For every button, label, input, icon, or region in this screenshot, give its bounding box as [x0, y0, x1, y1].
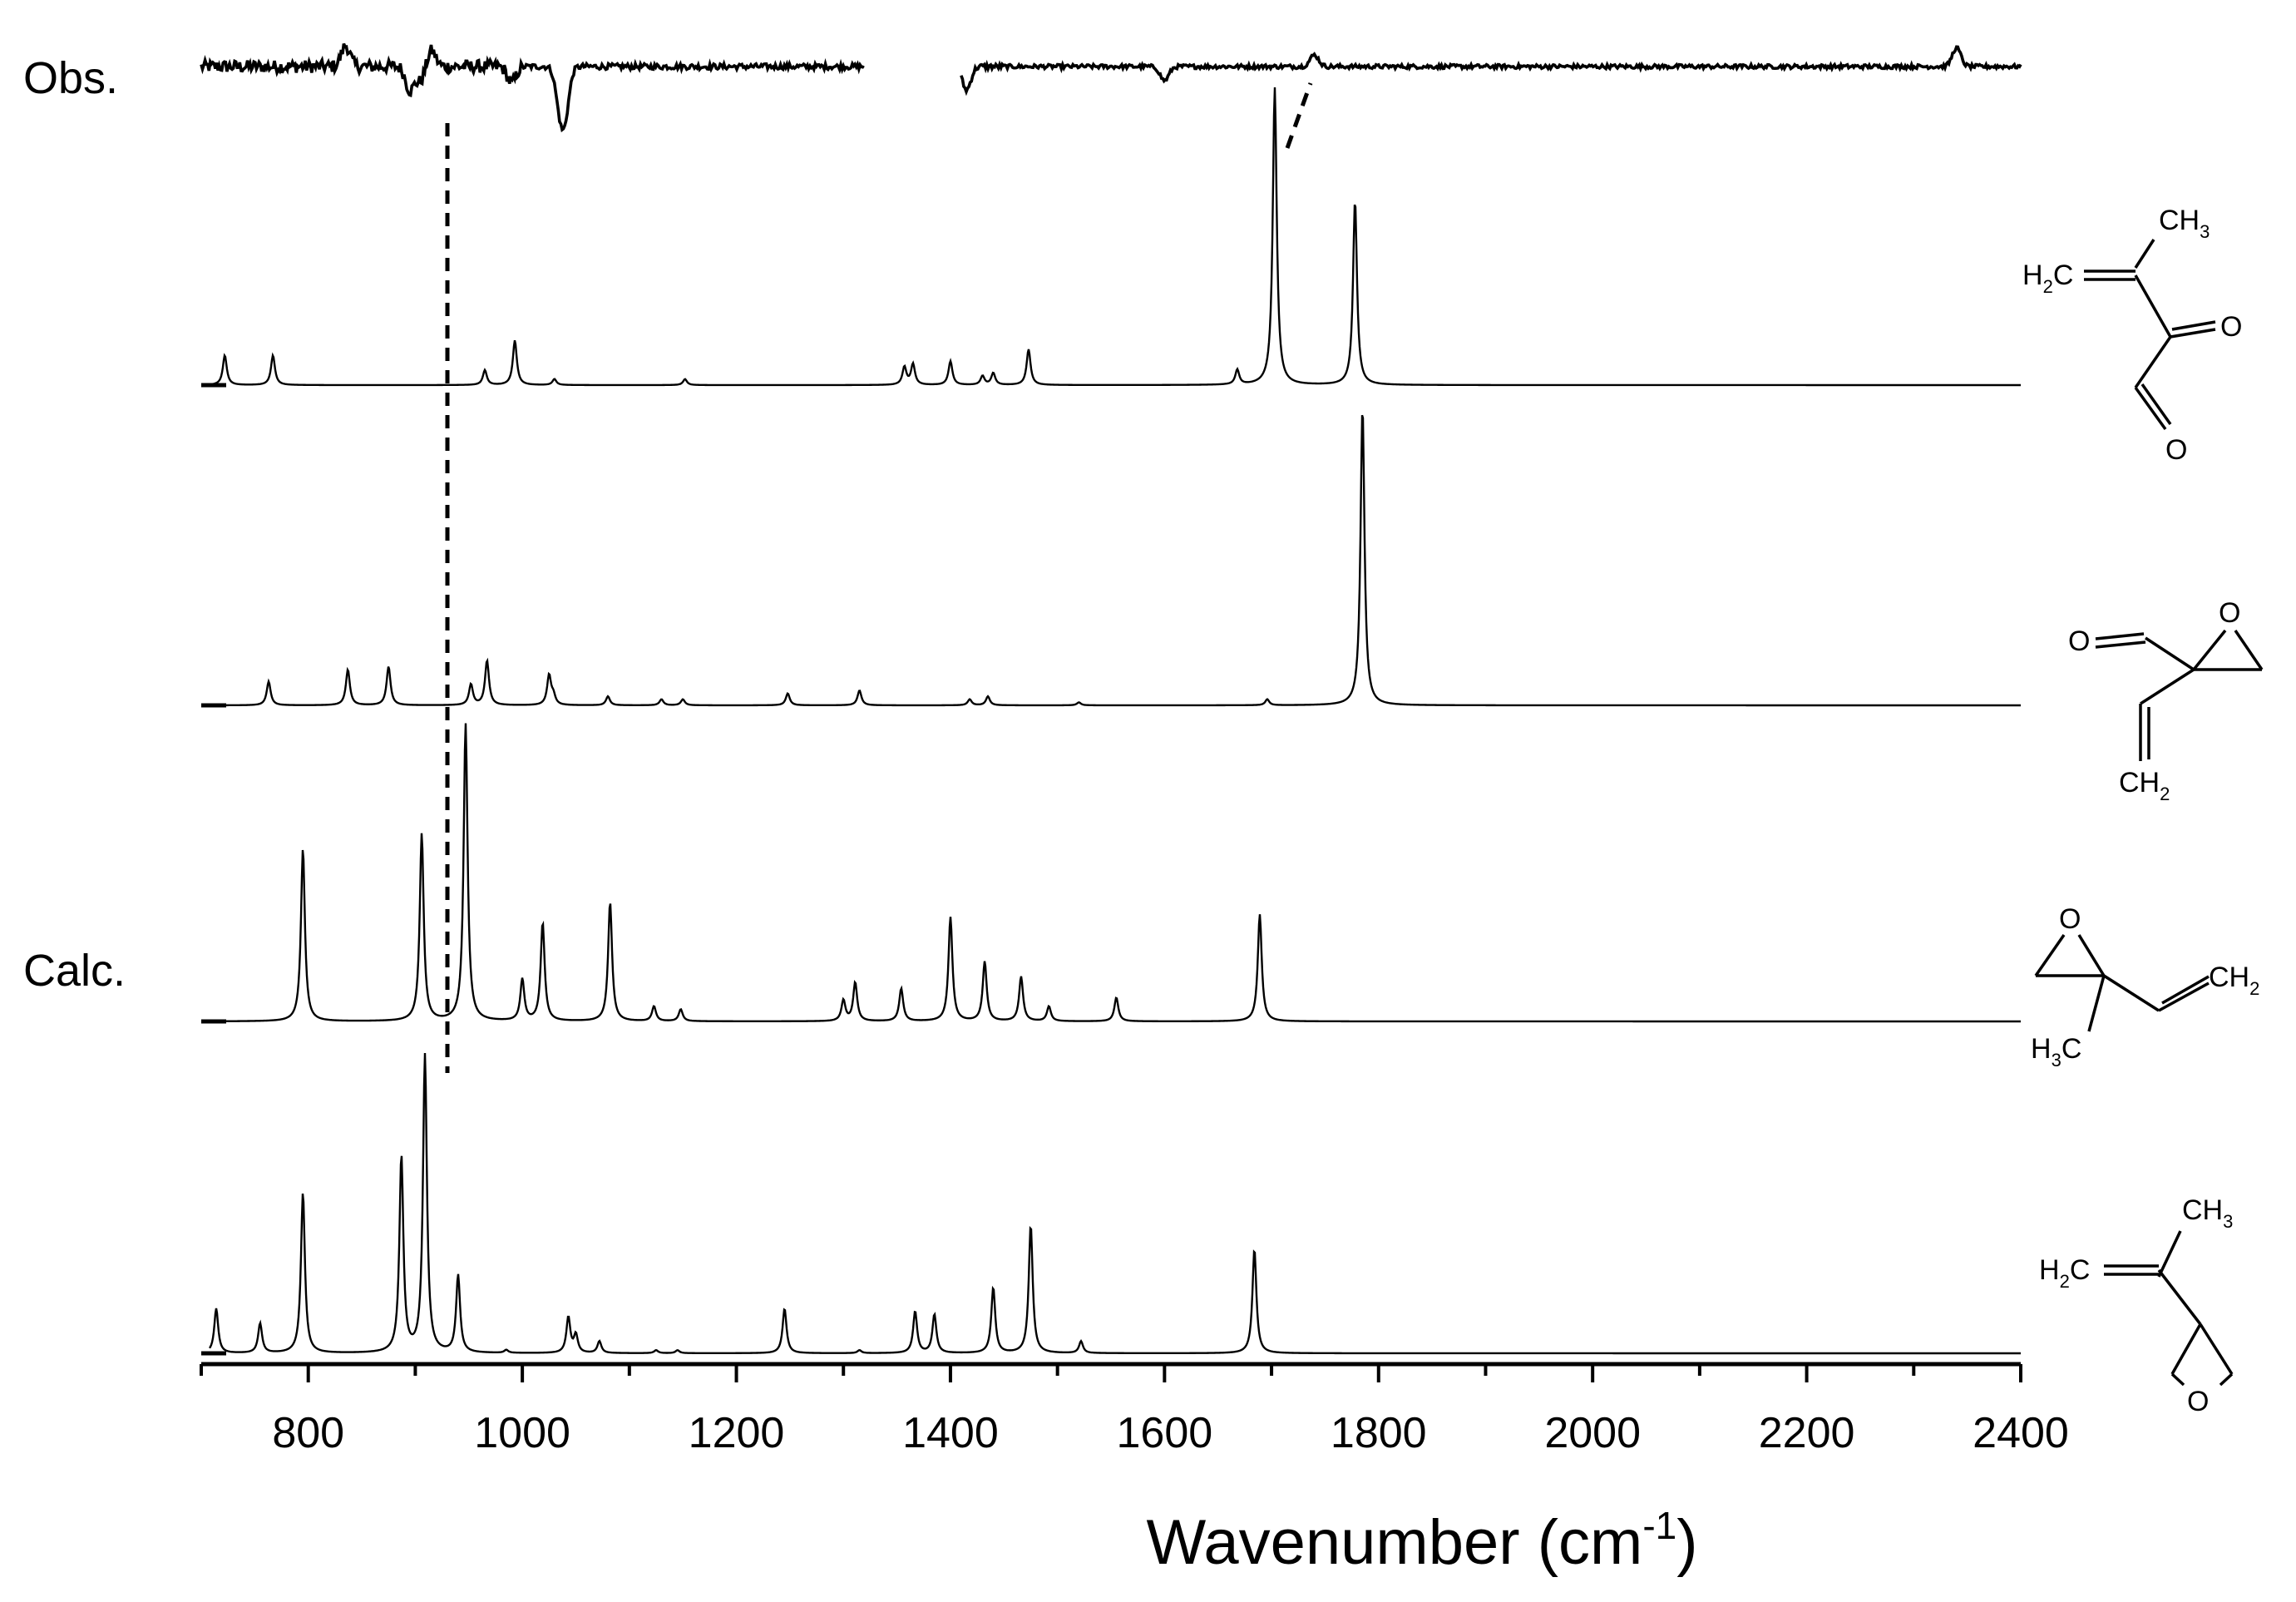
x-axis-title-close: ) [1676, 1507, 1697, 1578]
calc-series-2-line [210, 414, 2021, 707]
struct2-o-aldehyde: O [2068, 625, 2090, 657]
x-axis-ticks [200, 1364, 2022, 1382]
struct4-o: O [2187, 1386, 2209, 1417]
struct1-o1: O [2220, 311, 2242, 343]
structure-3 [2034, 934, 2210, 1032]
x-tick-label-2400: 2400 [1973, 1409, 2069, 1457]
calc-series-3-line [210, 723, 2021, 1023]
structure-2 [2095, 629, 2264, 761]
x-tick-label-2000: 2000 [1544, 1409, 1641, 1457]
struct3-o: O [2059, 903, 2081, 935]
calc-series-4-line [208, 1053, 2021, 1355]
struct1-h2c: H2C [2022, 260, 2073, 297]
calc-series-3 [201, 723, 2021, 1024]
x-axis-title-main: Wavenumber (cm [1146, 1507, 1642, 1578]
observed-segment-2 [960, 45, 2022, 96]
struct1-o2: O [2165, 434, 2187, 466]
x-axis-tick-labels: 800 1000 1200 1400 1600 1800 2000 2200 2400 [272, 1409, 2069, 1457]
struct3-h3c: H3C [2031, 1033, 2081, 1070]
observed-segment-1 [200, 42, 865, 133]
observed-spectrum [200, 42, 2022, 133]
calc-series-1 [201, 87, 2021, 388]
guide-dashed-line-b [1285, 82, 1313, 149]
x-axis-title: Wavenumber (cm-1) [1146, 1504, 1697, 1578]
calculated-label: Calc. [23, 946, 126, 996]
x-tick-label-1400: 1400 [902, 1409, 999, 1457]
struct2-o-ring: O [2219, 597, 2240, 629]
x-tick-label-2200: 2200 [1759, 1409, 1855, 1457]
x-axis-title-sup: -1 [1642, 1504, 1676, 1547]
x-tick-label-1000: 1000 [474, 1409, 570, 1457]
x-tick-label-1800: 1800 [1331, 1409, 1427, 1457]
x-tick-label-800: 800 [272, 1409, 344, 1457]
calculated-spectra [201, 87, 2021, 1356]
x-tick-label-1600: 1600 [1117, 1409, 1213, 1457]
structure-1 [2084, 239, 2216, 431]
struct3-ch2: CH2 [2209, 962, 2259, 999]
x-tick-label-1200: 1200 [689, 1409, 785, 1457]
calc-series-4 [201, 1053, 2021, 1356]
struct2-ch2: CH2 [2119, 767, 2170, 804]
struct4-h2c: H2C [2039, 1254, 2090, 1292]
calc-series-2 [201, 414, 2021, 708]
calc-series-1-line [209, 87, 2021, 387]
struct4-ch3: CH3 [2182, 1194, 2233, 1232]
structure-4 [2104, 1230, 2234, 1387]
struct1-ch3: CH3 [2159, 205, 2210, 242]
observed-label: Obs. [23, 53, 118, 103]
